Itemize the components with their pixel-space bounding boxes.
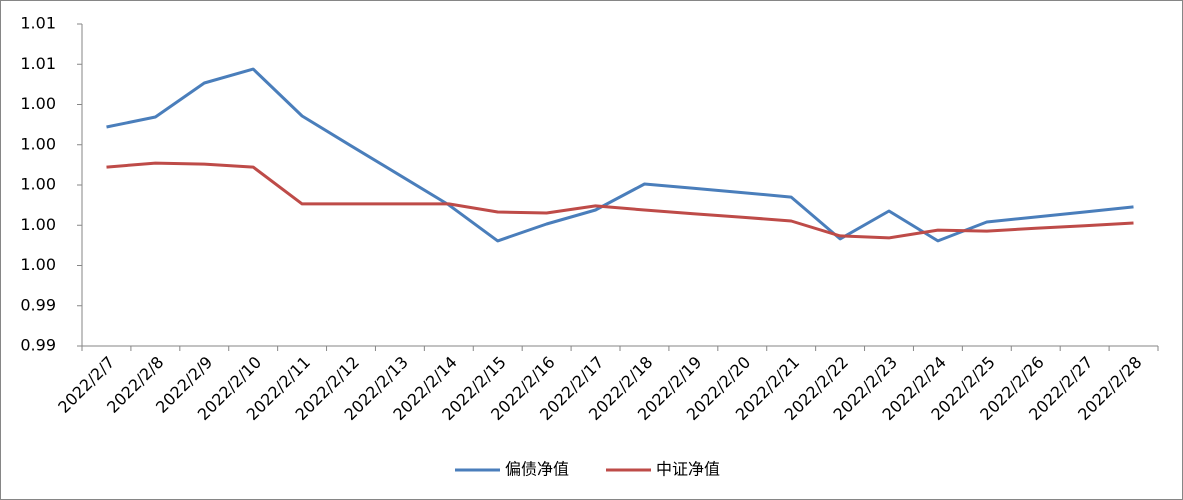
- legend-label: 中证净值: [656, 460, 720, 479]
- y-tick-label: 1.00: [20, 215, 56, 234]
- y-tick-label: 1.00: [20, 94, 56, 113]
- y-tick-label: 1.01: [20, 14, 56, 33]
- y-tick-label: 1.00: [20, 134, 56, 153]
- y-tick-label: 1.00: [20, 175, 56, 194]
- y-tick-label: 1.01: [20, 54, 56, 73]
- y-tick-label: 0.99: [20, 336, 56, 355]
- line-series: [106, 161, 1134, 240]
- y-tick-label: 0.99: [20, 295, 56, 314]
- y-tick-label: 1.00: [20, 255, 56, 274]
- legend-label: 偏债净值: [505, 460, 569, 479]
